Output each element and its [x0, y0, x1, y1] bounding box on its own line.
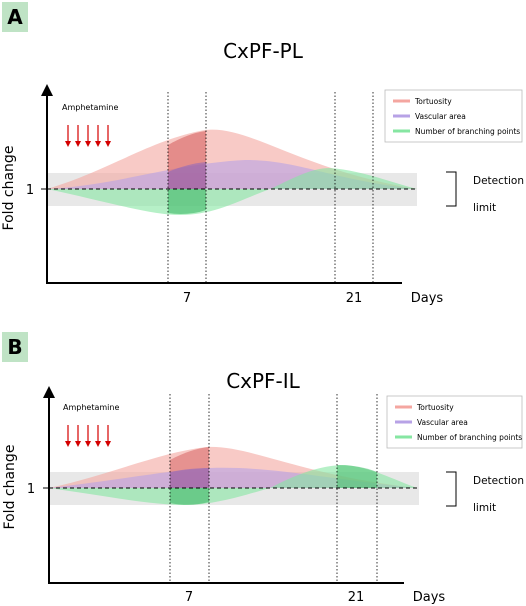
panel-b-drug-arrows	[65, 425, 111, 447]
panel-b-x-tick-7: 7	[185, 590, 193, 605]
panel-a-legend-tortuosity: Tortuosity	[414, 97, 452, 106]
panel-a-x-unit: Days	[411, 291, 444, 306]
panel-a-badge	[2, 2, 28, 32]
panel-a-detection-label-2: limit	[473, 202, 496, 214]
panel-a: A CxPF-PL Fold change 1 7 21 Days Amphet…	[1, 2, 524, 306]
panel-a-detection-bracket	[446, 171, 457, 207]
panel-a-legend-branching: Number of branching points	[415, 127, 520, 136]
panel-a-drug-arrows	[65, 125, 111, 147]
panel-b-letter: B	[7, 335, 22, 359]
panel-a-letter: A	[7, 5, 23, 29]
panel-a-x-tick-7: 7	[183, 291, 191, 306]
panel-b-title: CxPF-IL	[226, 369, 300, 393]
panel-b-legend-vascular: Vascular area	[417, 418, 468, 427]
panel-a-drug-label: Amphetamine	[62, 103, 118, 112]
panel-b-detection-bracket	[446, 471, 457, 507]
panel-b-vascular-overlap	[170, 468, 209, 488]
panel-a-legend-vascular: Vascular area	[415, 112, 466, 121]
panel-a-branching-curve-positive	[270, 168, 417, 189]
panel-a-y-tick: 1	[26, 183, 34, 198]
panel-a-branching-overlap	[168, 189, 206, 214]
panel-b-badge	[2, 332, 28, 362]
panel-b-legend-tortuosity: Tortuosity	[416, 403, 454, 412]
panel-b-detection-label-2: limit	[473, 502, 496, 514]
panel-b-x-unit: Days	[413, 590, 446, 605]
panel-a-x-tick-21: 21	[346, 291, 363, 306]
panel-b-x-tick-21: 21	[348, 590, 365, 605]
panel-a-branching-curve-negative	[47, 189, 270, 215]
panel-b-detection-label-1: Detection	[473, 475, 524, 487]
panel-b-y-label: Fold change	[2, 445, 18, 530]
panel-b-tortuosity-overlap	[170, 447, 209, 488]
panel-a-vascular-overlap	[168, 162, 206, 189]
panel-a-title: CxPF-PL	[223, 39, 304, 63]
panel-b-y-tick: 1	[27, 482, 35, 497]
panel-b-legend-branching: Number of branching points	[417, 433, 522, 442]
panel-b-branching-curve-negative	[49, 488, 270, 505]
panel-b-drug-label: Amphetamine	[63, 403, 119, 412]
panel-a-tortuosity-overlap	[168, 131, 206, 189]
panel-a-detection-label-1: Detection	[473, 175, 524, 187]
panel-b-branching-overlap	[170, 488, 209, 505]
panel-b: B CxPF-IL Fold change 1 7 21 Days Amphet…	[2, 332, 524, 605]
panel-b-legend: Tortuosity Vascular area Number of branc…	[386, 395, 523, 449]
panel-a-legend: Tortuosity Vascular area Number of branc…	[384, 89, 523, 143]
panel-a-y-label: Fold change	[1, 146, 17, 231]
panel-b-branching-late-overlap	[337, 465, 377, 488]
